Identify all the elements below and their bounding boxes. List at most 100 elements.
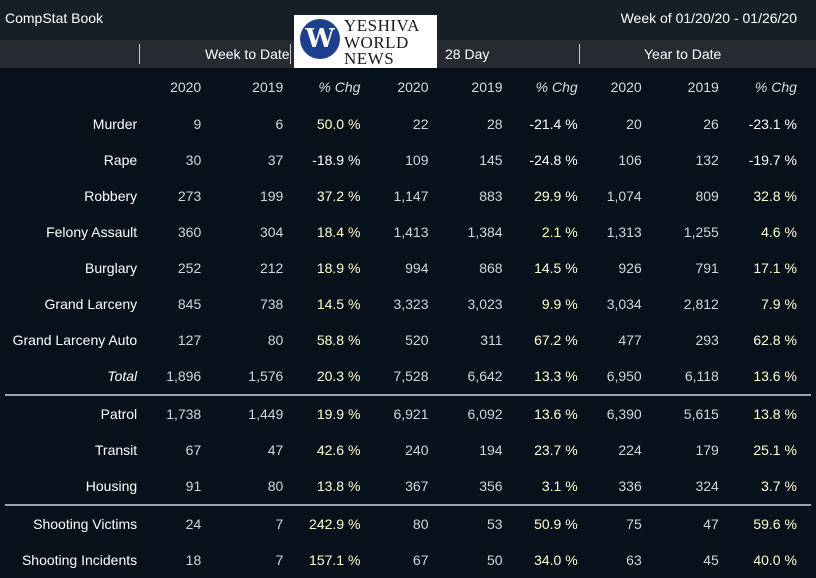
pct-change-cell: -24.8 % [529,152,578,168]
table-row: Grand Larceny 845 738 14.5 % 3,323 3,023 9.9 %… [0,286,816,322]
count-cell: 304 [259,224,284,240]
count-cell: 26 [703,116,719,132]
count-cell: 20 [626,116,642,132]
column-header: 2019 [252,79,284,95]
count-cell: 6,921 [393,406,429,422]
compstat-table: 2020 2019 % Chg 2020 2019 % Chg 2020 201… [0,68,816,578]
logo-line: NEWS [344,49,395,68]
count-cell: 7,528 [393,368,429,384]
count-cell: 738 [259,296,284,312]
column-header: % Chg [754,79,797,95]
pct-change-cell: 58.8 % [316,332,361,348]
count-cell: 53 [487,516,503,532]
yeshiva-world-news-logo: W YESHIVA WORLD NEWS [294,15,437,68]
pct-change-cell: -18.9 % [312,152,361,168]
row-label: Felony Assault [46,224,138,240]
pct-change-cell: 3.7 % [761,478,797,494]
row-label: Shooting Incidents [21,552,138,568]
count-cell: 28 [487,116,503,132]
count-cell: 132 [695,152,719,168]
count-cell: 6,092 [467,406,503,422]
pct-change-cell: 242.9 % [309,516,361,532]
pct-change-cell: 32.8 % [753,188,797,204]
count-cell: 6,118 [684,368,719,384]
count-cell: 50 [487,552,503,568]
count-cell: 47 [703,516,719,532]
count-cell: 3,034 [606,296,642,312]
count-cell: 477 [618,332,642,348]
count-cell: 80 [412,516,429,532]
table-row: Burglary 252 212 18.9 % 994 868 14.5 % 926 791 17… [0,250,816,286]
count-cell: 6,950 [606,368,642,384]
row-label: Patrol [100,406,138,422]
column-header: 2019 [471,79,503,95]
count-cell: 37 [267,152,284,168]
pct-change-cell: 23.7 % [534,442,578,458]
count-cell: 212 [259,260,284,276]
pct-change-cell: 2.1 % [541,224,578,240]
pct-change-cell: 50.0 % [316,116,361,132]
row-label: Rape [103,152,138,168]
count-cell: 356 [479,478,503,494]
pct-change-cell: -21.4 % [529,116,578,132]
table-row: Shooting Victims 24 7 242.9 % 80 53 50.9 % 75 47… [0,506,816,542]
logo-line: YESHIVA [344,16,420,35]
row-label: Total [107,368,138,384]
count-cell: 367 [405,478,429,494]
count-cell: 3,323 [393,296,429,312]
group-28-day: 28 Day [445,46,490,62]
pct-change-cell: 34.0 % [534,552,578,568]
section-divider [0,394,816,396]
table-row: Transit 67 47 42.6 % 240 194 23.7 % 224 179 25.1 … [0,432,816,468]
pct-change-cell: 14.5 % [534,260,578,276]
table-row: Housing 91 80 13.8 % 367 356 3.1 % 336 324 3.7 % [0,468,816,504]
pct-change-cell: 3.1 % [541,478,578,494]
pct-change-cell: 13.6 % [534,406,578,422]
column-header-row: 2020 2019 % Chg 2020 2019 % Chg 2020 201… [0,68,816,106]
table-row: Total 1,896 1,576 20.3 % 7,528 6,642 13.3 % 6,9… [0,358,816,394]
count-cell: 1,896 [166,368,202,384]
pct-change-cell: 19.9 % [316,406,361,422]
count-cell: 106 [618,152,642,168]
pct-change-cell: 18.9 % [316,260,361,276]
table-row: Shooting Incidents 18 7 157.1 % 67 50 34.0 % 63… [0,542,816,578]
count-cell: 22 [412,116,429,132]
count-cell: 240 [405,442,429,458]
count-cell: 1,576 [248,368,284,384]
section-divider [0,504,816,506]
column-header: 2020 [610,79,642,95]
pct-change-cell: 13.3 % [534,368,578,384]
count-cell: 224 [618,442,642,458]
count-cell: 80 [267,332,284,348]
pct-change-cell: 20.3 % [316,368,361,384]
count-cell: 1,449 [248,406,284,422]
count-cell: 360 [177,224,202,240]
count-cell: 80 [267,478,284,494]
count-cell: 273 [177,188,202,204]
count-cell: 809 [695,188,719,204]
count-cell: 109 [405,152,429,168]
count-cell: 883 [479,188,503,204]
count-cell: 67 [185,442,202,458]
column-header: % Chg [318,79,361,95]
count-cell: 1,738 [166,406,202,422]
column-header: 2020 [397,79,429,95]
count-cell: 3,023 [467,296,503,312]
count-cell: 199 [259,188,284,204]
count-cell: 791 [695,260,719,276]
pct-change-cell: 13.8 % [753,406,797,422]
row-label: Housing [85,478,138,494]
pct-change-cell: 14.5 % [316,296,361,312]
table-row: Felony Assault 360 304 18.4 % 1,413 1,384 2.1 … [0,214,816,250]
pct-change-cell: 67.2 % [534,332,578,348]
count-cell: 7 [275,516,284,532]
count-cell: 9 [193,116,202,132]
count-cell: 1,313 [606,224,642,240]
group-week-to-date: Week to Date [205,46,290,62]
count-cell: 6,642 [467,368,503,384]
group-divider [579,44,580,64]
pct-change-cell: 62.8 % [753,332,797,348]
pct-change-cell: 25.1 % [753,442,797,458]
count-cell: 45 [703,552,719,568]
pct-change-cell: -23.1 % [748,116,797,132]
